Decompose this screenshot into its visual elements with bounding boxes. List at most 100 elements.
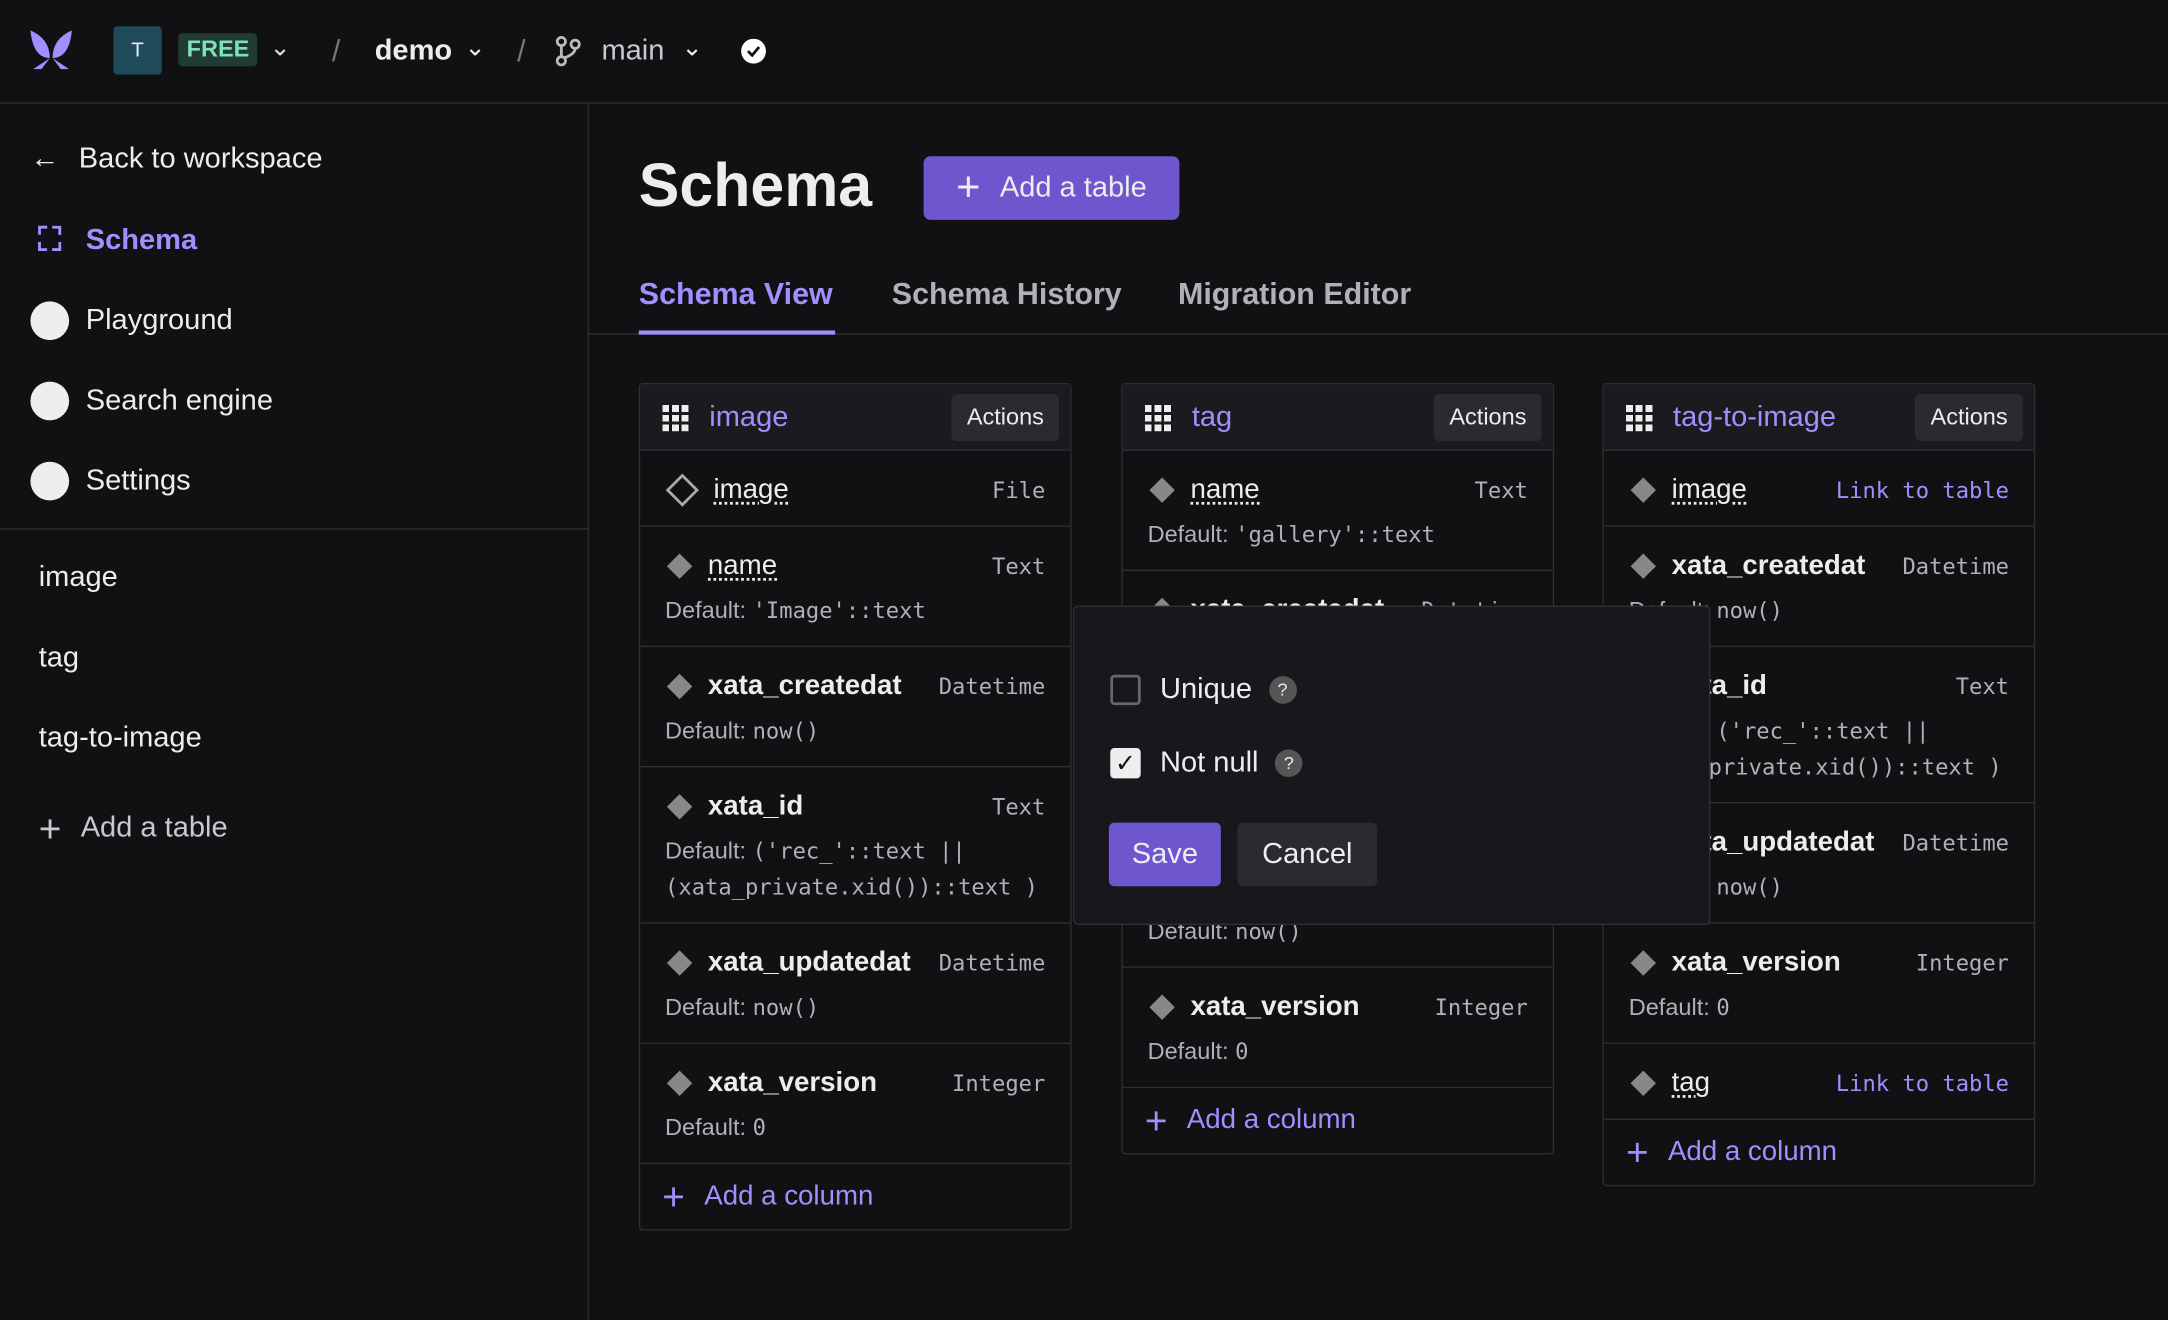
table-name[interactable]: image	[709, 400, 789, 433]
cancel-button[interactable]: Cancel	[1237, 822, 1378, 887]
add-column[interactable]: + Add a column	[640, 1164, 1070, 1229]
column-line: image Link to table	[1629, 470, 2009, 509]
column-name[interactable]: image	[713, 473, 789, 504]
nav-icon: ⛶	[38, 221, 62, 259]
column-name[interactable]: xata_version	[1671, 946, 1841, 977]
column-type: Datetime	[938, 949, 1046, 976]
column-type: Datetime	[938, 672, 1046, 699]
default-value: now()	[752, 994, 820, 1021]
column-row: xata_version Integer Default: 0	[640, 1044, 1071, 1165]
tab[interactable]: Schema View	[638, 276, 833, 312]
nav-item[interactable]: ⛶ Schema	[30, 221, 197, 260]
column-icon	[665, 472, 699, 507]
chevron[interactable]: ⌄	[681, 33, 703, 61]
column-row: xata_version Integer Default: 0	[1122, 968, 1553, 1089]
plus: +	[1625, 1130, 1649, 1174]
add-table-button[interactable]: + Add a table	[923, 156, 1180, 220]
nav-item[interactable]: Search engine	[30, 381, 273, 421]
sidebar-border	[587, 103, 590, 1320]
column-name[interactable]: image	[1671, 473, 1747, 504]
column-icon	[666, 1069, 693, 1096]
sidebar-table[interactable]: image	[38, 561, 118, 594]
nav-icon	[30, 461, 70, 501]
column-name[interactable]: name	[1190, 473, 1260, 504]
add-column-text: Add a column	[704, 1180, 874, 1212]
avatar[interactable]: T	[113, 26, 162, 75]
plus: +	[1144, 1098, 1168, 1142]
column-name[interactable]: xata_id	[707, 790, 804, 821]
branch-name[interactable]: main	[601, 34, 665, 67]
default-value: now()	[752, 717, 820, 744]
tabs-border	[589, 333, 2168, 335]
default-value: ('rec_'::text || (xata_private.xid())::t…	[665, 837, 1038, 901]
column-line: xata_updatedat Datetime	[665, 943, 1045, 982]
tab[interactable]: Migration Editor	[1178, 276, 1412, 312]
database-name[interactable]: demo	[374, 34, 453, 67]
popup: Unique? ✓ Not null? Save Cancel	[1072, 605, 1711, 925]
column-row: name Text Default: 'Image'::text	[640, 527, 1071, 648]
save-button[interactable]: Save	[1108, 822, 1221, 887]
nav-text: Settings	[85, 464, 191, 497]
column-name[interactable]: xata_version	[1190, 990, 1360, 1022]
add-column[interactable]: + Add a column	[1123, 1088, 1553, 1153]
add-column[interactable]: + Add a column	[1604, 1120, 2034, 1185]
column-type: Text	[992, 792, 1046, 820]
default-prefix: Default:	[665, 837, 747, 865]
column-row: xata_version Integer Default: 0	[1603, 924, 2034, 1044]
column-icon	[1630, 552, 1656, 579]
logo	[30, 30, 72, 70]
column-type: Text	[1955, 672, 2009, 699]
chevron[interactable]: ⌄	[464, 33, 486, 61]
column-type: Text	[1474, 476, 1528, 503]
nav-item[interactable]: Settings	[30, 461, 191, 501]
nav-item[interactable]: Playground	[30, 301, 233, 341]
top-bar	[0, 0, 2168, 104]
unique-option[interactable]: Unique?	[1110, 673, 1297, 706]
column-name[interactable]: xata_createdat	[1671, 549, 1866, 581]
column-line: xata_version Integer	[1629, 943, 2009, 982]
column-type: Text	[992, 552, 1046, 579]
column-name[interactable]: name	[707, 549, 778, 581]
not-null-option[interactable]: ✓ Not null?	[1110, 746, 1303, 780]
default-value: 'Image'::text	[752, 597, 926, 624]
column-default: Default: now()	[665, 990, 1045, 1026]
default-value: 0	[1235, 1038, 1249, 1065]
column-name[interactable]: tag	[1671, 1066, 1711, 1098]
actions-button[interactable]: Actions	[951, 393, 1060, 441]
tab[interactable]: Schema History	[891, 276, 1122, 312]
actions-button[interactable]: Actions	[1434, 393, 1542, 441]
table-name[interactable]: tag-to-image	[1673, 400, 1837, 433]
column-icon	[666, 793, 693, 819]
column-type: Integer	[952, 1069, 1046, 1096]
default-prefix: Default:	[1628, 994, 1710, 1021]
chevron[interactable]: ⌄	[269, 33, 291, 61]
back-link[interactable]: ← Back to workspace	[30, 142, 323, 175]
default-prefix: Default:	[665, 994, 747, 1021]
column-line: xata_id Text	[665, 787, 1045, 826]
sidebar-add-table-text: Add a table	[80, 811, 228, 844]
column-row: image Link to table	[1603, 451, 2034, 527]
sidebar-table[interactable]: tag	[38, 641, 80, 674]
column-type: Datetime	[1902, 828, 2009, 856]
column-name[interactable]: xata_id	[1671, 669, 1767, 701]
column-name[interactable]: xata_updatedat	[707, 946, 911, 977]
column-line: xata_version Integer	[1148, 987, 1528, 1026]
not-null-label: Not null	[1160, 746, 1259, 779]
tab-underline	[638, 330, 836, 335]
column-line: name Text	[1148, 470, 1528, 509]
unique-label: Unique	[1160, 673, 1253, 706]
column-icon	[1630, 949, 1656, 976]
table-name[interactable]: tag	[1191, 400, 1233, 433]
status-icon	[741, 38, 766, 64]
column-line: xata_createdat Datetime	[1629, 546, 2009, 585]
separator: /	[517, 33, 526, 68]
sidebar-add-table[interactable]: + Add a table	[38, 807, 228, 851]
column-name[interactable]: xata_createdat	[707, 669, 902, 701]
sidebar-table[interactable]: tag-to-image	[38, 721, 202, 754]
grid-icon	[1625, 403, 1654, 431]
column-default: Default: 0	[665, 1110, 1045, 1146]
actions-button[interactable]: Actions	[1915, 393, 2023, 441]
column-name[interactable]: xata_version	[707, 1066, 878, 1098]
column-icon	[1630, 1069, 1656, 1096]
column-row: tag Link to table	[1603, 1044, 2034, 1120]
